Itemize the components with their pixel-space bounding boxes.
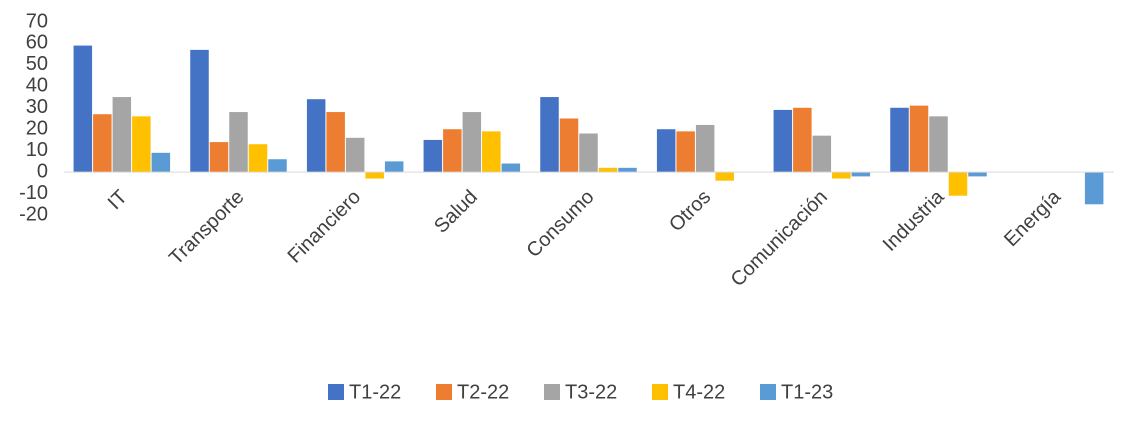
bar-T3-22-Comunicación bbox=[812, 135, 832, 173]
bar-T1-22-Otros bbox=[656, 129, 676, 173]
bar-T2-22-Otros bbox=[676, 131, 695, 173]
bar-T2-22-Industria bbox=[909, 105, 929, 173]
category-label: Energía bbox=[1000, 185, 1066, 251]
bar-T2-22-Comunicación bbox=[793, 107, 812, 173]
legend-label: T1-22 bbox=[349, 381, 401, 403]
legend-label: T4-22 bbox=[673, 381, 725, 403]
bar-T1-22-Consumo bbox=[540, 97, 559, 173]
legend-swatch bbox=[436, 384, 452, 400]
x-axis: IT Transporte Financiero Salud Consumo Otros C… bbox=[104, 185, 1066, 291]
legend: T1-22 T2-22 T3-22 T4-22 T1-23 bbox=[328, 381, 833, 403]
bars bbox=[73, 45, 1104, 205]
category-label: Financiero bbox=[284, 186, 366, 268]
bar-T2-22-Salud bbox=[443, 129, 462, 173]
y-tick-label: 60 bbox=[26, 32, 48, 54]
bar-T1-23-Transporte bbox=[268, 159, 287, 173]
bar-T3-22-Transporte bbox=[229, 112, 248, 173]
category-label: Transporte bbox=[165, 186, 248, 269]
bar-T4-22-IT bbox=[132, 116, 151, 173]
legend-swatch bbox=[760, 384, 776, 400]
bar-T1-22-Comunicación bbox=[773, 109, 793, 173]
bar-T4-22-Transporte bbox=[248, 144, 268, 173]
y-tick-label: 30 bbox=[26, 96, 48, 118]
bar-T2-22-Transporte bbox=[209, 142, 229, 173]
y-tick-label: 20 bbox=[26, 118, 48, 140]
legend-label: T1-23 bbox=[781, 381, 833, 403]
legend-swatch bbox=[328, 384, 344, 400]
y-tick-label: -20 bbox=[19, 203, 48, 225]
bar-T3-22-Industria bbox=[929, 116, 948, 173]
bar-T1-22-Financiero bbox=[306, 99, 326, 173]
category-label: Otros bbox=[665, 186, 715, 236]
bar-T4-22-Salud bbox=[482, 131, 501, 173]
bar-T1-22-Industria bbox=[890, 107, 909, 173]
bar-T3-22-IT bbox=[112, 97, 132, 173]
bar-T2-22-Consumo bbox=[559, 118, 579, 173]
bar-T1-22-Transporte bbox=[190, 49, 209, 173]
category-label: Comunicación bbox=[727, 186, 832, 291]
bar-T3-22-Financiero bbox=[345, 137, 365, 173]
bar-T1-23-Comunicación bbox=[851, 172, 871, 177]
y-tick-label: 0 bbox=[37, 160, 48, 182]
bar-T4-22-Consumo bbox=[598, 167, 618, 173]
category-label: Consumo bbox=[522, 186, 598, 262]
bar-T4-22-Industria bbox=[948, 172, 968, 196]
bar-T1-23-Financiero bbox=[384, 161, 404, 173]
legend-label: T3-22 bbox=[565, 381, 617, 403]
legend-label: T2-22 bbox=[457, 381, 509, 403]
bar-T3-22-Otros bbox=[695, 124, 715, 173]
bar-T1-23-Industria bbox=[968, 172, 987, 177]
category-label: IT bbox=[104, 186, 132, 214]
y-tick-label: 50 bbox=[26, 53, 48, 75]
bar-T4-22-Financiero bbox=[365, 172, 384, 179]
bar-T1-23-IT bbox=[151, 152, 171, 173]
category-label: Salud bbox=[430, 186, 482, 238]
bar-T1-22-IT bbox=[73, 45, 93, 173]
y-tick-label: 40 bbox=[26, 75, 48, 97]
bar-T1-22-Salud bbox=[423, 139, 443, 173]
bar-T3-22-Salud bbox=[462, 112, 482, 173]
category-label: Industria bbox=[879, 185, 949, 255]
y-tick-label: 10 bbox=[26, 139, 48, 161]
bar-T3-22-Consumo bbox=[579, 133, 598, 173]
y-tick-label: -10 bbox=[19, 182, 48, 204]
bar-T1-23-Energía bbox=[1084, 172, 1104, 205]
bar-T2-22-Financiero bbox=[326, 112, 345, 173]
legend-swatch bbox=[544, 384, 560, 400]
bar-T4-22-Otros bbox=[715, 172, 734, 181]
bar-T4-22-Comunicación bbox=[832, 172, 851, 179]
legend-swatch bbox=[652, 384, 668, 400]
bar-T1-23-Salud bbox=[501, 163, 521, 173]
bar-T2-22-IT bbox=[93, 114, 112, 173]
y-tick-label: 70 bbox=[26, 10, 48, 32]
bar-T1-23-Consumo bbox=[618, 167, 637, 173]
